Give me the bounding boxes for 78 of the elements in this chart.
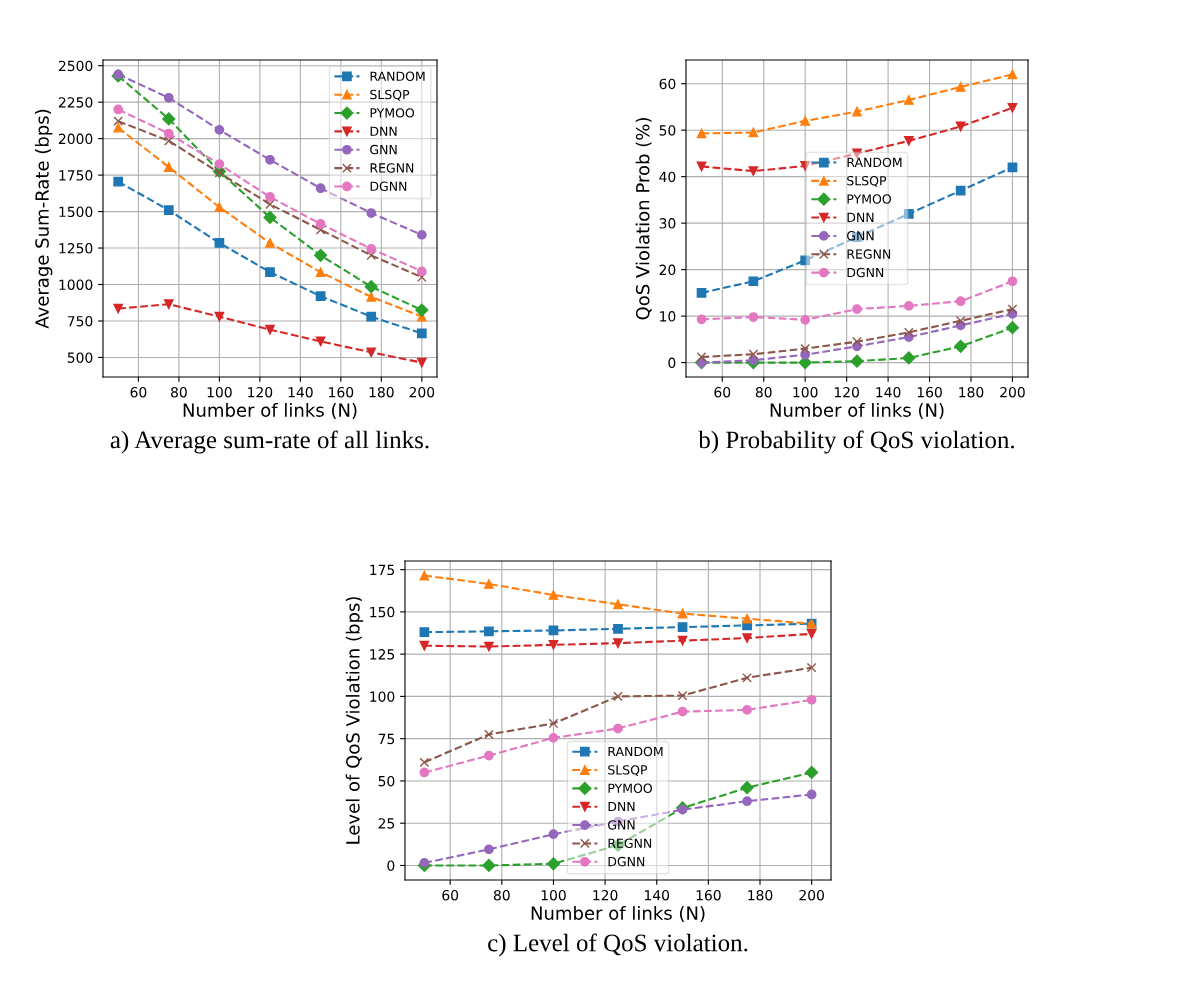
y-tick-label: 40 <box>659 171 676 183</box>
x-axis-title: Number of links (N) <box>531 905 705 923</box>
legend-label: SLSQP <box>370 89 410 101</box>
x-tick-label: 140 <box>876 386 901 398</box>
legend-label: PYMOO <box>370 108 415 118</box>
y-tick-label: 25 <box>378 818 395 829</box>
legend-label: PYMOO <box>608 783 652 793</box>
legend-label: REGNN <box>608 838 652 848</box>
x-tick-label: 100 <box>793 386 818 398</box>
x-tick-label: 80 <box>755 386 772 398</box>
x-tick-label: 140 <box>288 386 313 398</box>
y-tick-label: 1000 <box>59 279 93 290</box>
x-tick-label: 160 <box>696 889 721 901</box>
x-tick-label: 80 <box>171 386 187 398</box>
x-tick-label: 200 <box>799 889 824 901</box>
text: c) Level of QoS violation. <box>488 933 748 957</box>
y-tick-label: 0 <box>387 860 395 871</box>
legend-label: DNN <box>608 801 635 812</box>
y-axis-title: Level of QoS Violation (bps) <box>345 597 364 844</box>
x-tick-label: 180 <box>369 386 394 398</box>
legend-label: GNN <box>370 144 397 155</box>
x-tick-label: 200 <box>409 386 435 398</box>
x-tick-label: 80 <box>493 889 510 901</box>
y-tick-label: 125 <box>370 649 395 660</box>
y-axis-title: Average Sum-Rate (bps) <box>34 109 53 329</box>
x-tick-label: 200 <box>1000 386 1025 398</box>
legend-label: REGNN <box>370 163 414 173</box>
y-tick-label: 1250 <box>59 243 93 254</box>
y-tick-label: 1750 <box>59 170 93 181</box>
legend-label: GNN <box>608 820 635 830</box>
y-axis-title: QoS Violation Prob (%) <box>635 118 652 320</box>
y-tick-label: 30 <box>659 218 676 229</box>
x-tick-label: 180 <box>748 889 773 901</box>
legend-label: SLSQP <box>847 175 887 187</box>
legend-label: DGNN <box>370 181 407 192</box>
y-tick-label: 10 <box>660 311 676 322</box>
x-tick-label: 100 <box>207 386 232 398</box>
y-tick-label: 1500 <box>59 206 93 218</box>
x-tick-label: 120 <box>834 386 859 398</box>
y-tick-label: 750 <box>67 315 93 327</box>
text: a) Average sum-rate of all links. <box>110 430 429 454</box>
x-tick-label: 180 <box>959 386 984 398</box>
legend-label: PYMOO <box>847 194 891 204</box>
y-tick-label: 150 <box>370 606 395 618</box>
y-tick-label: 2250 <box>58 97 93 108</box>
legend-label: DNN <box>370 126 397 136</box>
x-tick-label: 160 <box>329 386 354 398</box>
y-tick-label: 500 <box>67 352 93 363</box>
x-tick-label: 140 <box>645 889 670 901</box>
y-tick-label: 20 <box>659 264 676 276</box>
y-tick-label: 50 <box>378 775 395 787</box>
y-tick-label: 100 <box>370 691 395 702</box>
x-tick-label: 120 <box>593 889 618 901</box>
x-tick-label: 60 <box>714 386 731 398</box>
x-tick-label: 160 <box>917 386 942 398</box>
legend-label: DGNN <box>847 267 884 278</box>
y-tick-label: 2500 <box>58 60 93 72</box>
y-tick-label: 175 <box>370 564 395 576</box>
legend-label: GNN <box>847 231 874 241</box>
legend-label: RANDOM <box>847 157 902 168</box>
legend-label: DNN <box>847 212 874 222</box>
y-tick-label: 75 <box>378 733 395 745</box>
y-tick-label: 0 <box>668 357 676 369</box>
y-tick-label: 60 <box>659 78 676 90</box>
text: b) Probability of QoS violation. <box>698 430 1015 454</box>
legend-label: SLSQP <box>608 765 648 777</box>
x-tick-label: 100 <box>541 889 566 901</box>
y-tick-label: 2000 <box>58 133 93 145</box>
y-tick-label: 50 <box>659 125 676 136</box>
legend-label: RANDOM <box>370 71 425 81</box>
x-axis-title: Number of links (N) <box>770 402 944 420</box>
x-tick-label: 60 <box>442 889 459 901</box>
x-axis-title: Number of links (N) <box>183 402 357 420</box>
x-tick-label: 60 <box>130 386 147 398</box>
x-tick-label: 120 <box>248 386 273 398</box>
legend-label: REGNN <box>847 249 891 259</box>
legend-label: RANDOM <box>608 746 663 757</box>
legend-label: DGNN <box>608 856 645 867</box>
